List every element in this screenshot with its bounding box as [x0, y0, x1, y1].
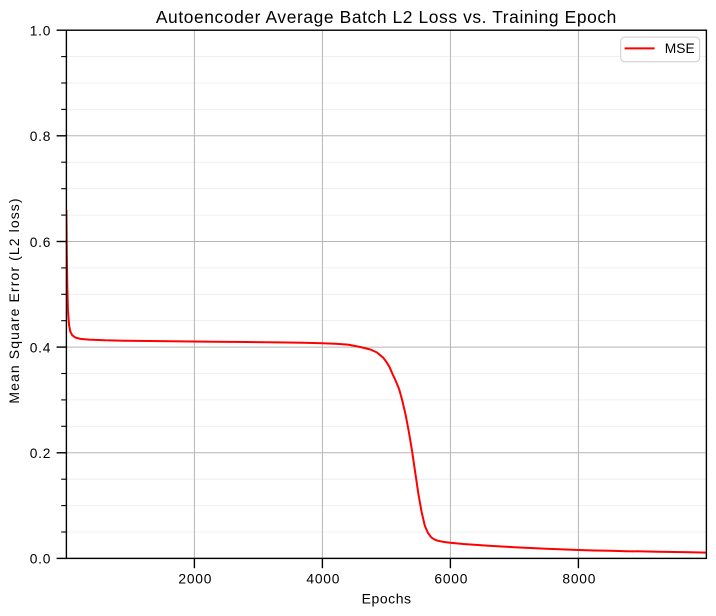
svg-text:Autoencoder Average Batch L2 L: Autoencoder Average Batch L2 Loss vs. Tr… [156, 7, 617, 27]
svg-text:0.4: 0.4 [30, 340, 52, 355]
svg-text:4000: 4000 [306, 571, 340, 586]
svg-text:0.6: 0.6 [30, 235, 52, 250]
svg-text:0.0: 0.0 [30, 552, 52, 567]
svg-text:2000: 2000 [178, 571, 212, 586]
svg-text:MSE: MSE [665, 41, 695, 56]
svg-text:1.0: 1.0 [30, 24, 52, 39]
svg-text:6000: 6000 [434, 571, 468, 586]
svg-text:0.2: 0.2 [30, 446, 52, 461]
svg-text:8000: 8000 [562, 571, 596, 586]
svg-text:Epochs: Epochs [362, 591, 412, 607]
svg-text:0.8: 0.8 [30, 129, 52, 144]
svg-text:Mean Square Error (L2 loss): Mean Square Error (L2 loss) [6, 197, 22, 403]
